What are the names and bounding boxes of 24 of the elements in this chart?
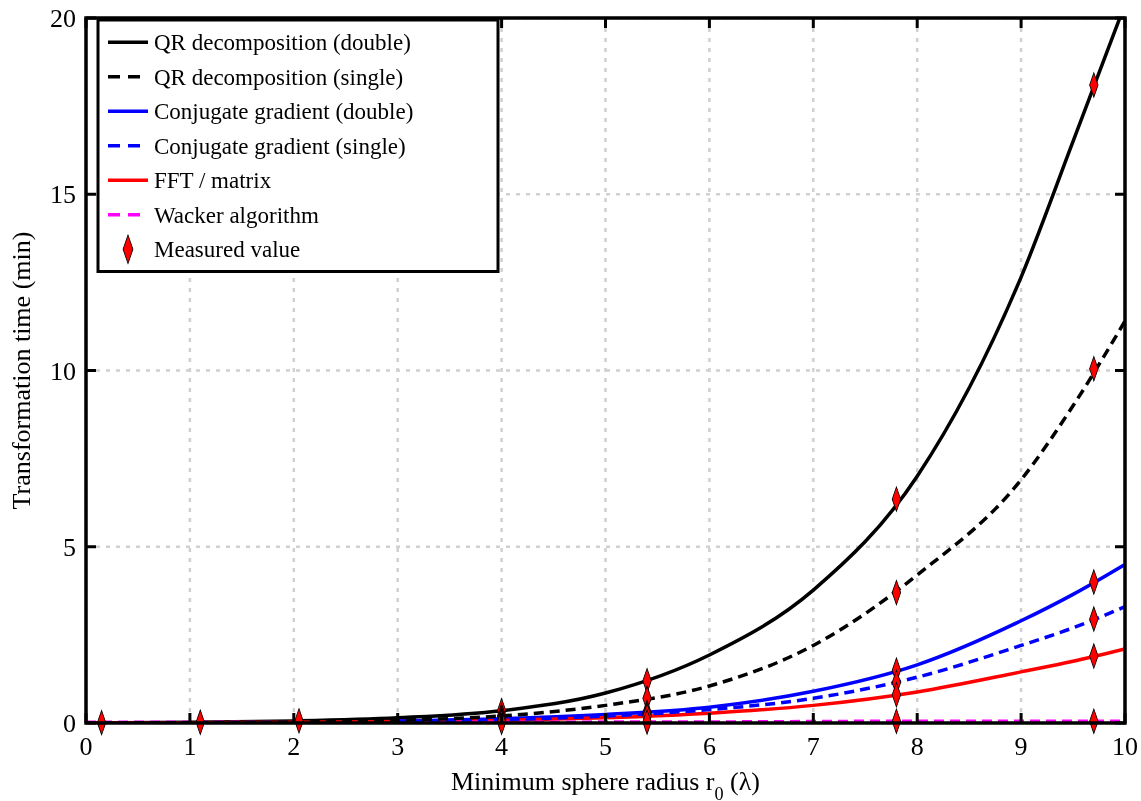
x-tick-label: 1 (183, 732, 197, 761)
legend-label: Measured value (154, 237, 301, 263)
legend-label: QR decomposition (double) (154, 30, 411, 56)
x-tick-label: 7 (806, 732, 820, 761)
x-tick-label: 10 (1112, 732, 1138, 761)
x-tick-label: 9 (1014, 732, 1028, 761)
x-tick-label: 6 (702, 732, 716, 761)
x-tick-label: 3 (391, 732, 405, 761)
x-tick-label: 2 (287, 732, 301, 761)
legend-label: Conjugate gradient (single) (154, 133, 406, 159)
legend-label: FFT / matrix (154, 168, 272, 194)
y-tick-label: 10 (50, 356, 76, 386)
x-tick-label: 5 (599, 732, 612, 761)
y-tick-label: 0 (63, 709, 76, 739)
legend-label: Conjugate gradient (double) (154, 99, 414, 125)
legend-label: Wacker algorithm (154, 202, 319, 228)
y-tick-label: 20 (50, 4, 76, 34)
y-tick-label: 5 (63, 532, 76, 562)
y-tick-label: 15 (50, 180, 76, 210)
x-axis-title: Minimum sphere radius r$_{0}$ (λ) (450, 767, 761, 801)
x-tick-label: 8 (910, 732, 924, 761)
x-tick-label: 4 (495, 732, 509, 761)
legend-label: QR decomposition (single) (154, 64, 404, 90)
y-axis-title: Transformation time (min) (7, 231, 36, 510)
